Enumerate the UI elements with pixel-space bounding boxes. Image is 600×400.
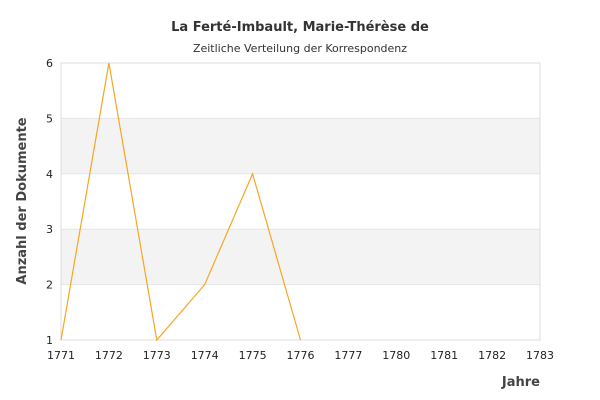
- y-tick-label: 5: [46, 112, 53, 125]
- grid-band: [61, 229, 540, 285]
- x-tick-label: 1776: [287, 349, 315, 362]
- y-tick-label: 3: [46, 223, 53, 236]
- x-tick-label: 1777: [334, 349, 362, 362]
- chart-title: La Ferté-Imbault, Marie-Thérèse de: [171, 20, 429, 35]
- chart-subtitle: Zeitliche Verteilung der Korrespondenz: [193, 42, 407, 55]
- x-tick-labels: 1771 1772 1773 1774 1775 1776 1777 1780 1781 1782…: [47, 349, 554, 362]
- grid-bands: [61, 118, 540, 285]
- x-tick-label: 1782: [478, 349, 506, 362]
- x-tick-label: 1773: [143, 349, 171, 362]
- series-line: [60, 62, 302, 342]
- x-tick-label: 1781: [430, 349, 458, 362]
- x-tick-label: 1780: [382, 349, 410, 362]
- y-tick-label: 1: [46, 334, 53, 347]
- x-tick-label: 1783: [526, 349, 554, 362]
- x-tick-label: 1772: [95, 349, 123, 362]
- grid-band: [61, 118, 540, 174]
- y-axis-title: Anzahl der Dokumente: [15, 117, 30, 284]
- y-tick-label: 6: [46, 57, 53, 70]
- y-tick-label: 4: [46, 168, 53, 181]
- x-tick-label: 1771: [47, 349, 75, 362]
- x-tick-label: 1774: [191, 349, 219, 362]
- y-tick-label: 2: [46, 279, 53, 292]
- series-lines: [60, 62, 302, 342]
- x-axis-title: Jahre: [501, 375, 540, 390]
- y-tick-labels: 1 2 3 4 5 6: [46, 57, 53, 347]
- x-tick-label: 1775: [239, 349, 267, 362]
